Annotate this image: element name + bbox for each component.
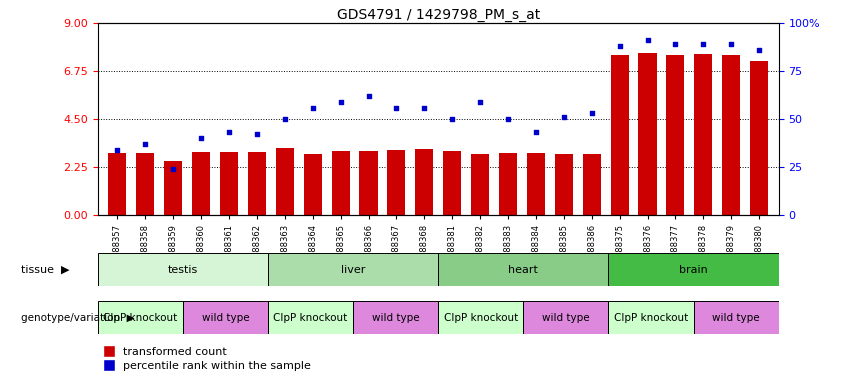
Bar: [164, 161, 182, 215]
Bar: [387, 150, 405, 215]
Bar: [220, 152, 238, 215]
Bar: [136, 153, 154, 215]
Text: brain: brain: [679, 265, 708, 275]
Bar: [610, 55, 629, 215]
Text: ClpP knockout: ClpP knockout: [273, 313, 348, 323]
Legend: transformed count, percentile rank within the sample: transformed count, percentile rank withi…: [104, 347, 311, 371]
Point: [473, 99, 487, 105]
Bar: [98, 301, 183, 334]
Bar: [276, 148, 294, 215]
Bar: [608, 301, 694, 334]
Point: [501, 116, 515, 122]
Bar: [555, 154, 573, 215]
Text: genotype/variation  ▶: genotype/variation ▶: [21, 313, 135, 323]
Bar: [98, 253, 268, 286]
Point: [752, 47, 766, 53]
Title: GDS4791 / 1429798_PM_s_at: GDS4791 / 1429798_PM_s_at: [337, 8, 540, 22]
Point: [613, 43, 626, 49]
Bar: [415, 149, 433, 215]
Point: [557, 114, 571, 120]
Bar: [438, 301, 523, 334]
Bar: [268, 253, 438, 286]
Text: wild type: wild type: [372, 313, 420, 323]
Point: [669, 41, 683, 47]
Text: ClpP knockout: ClpP knockout: [103, 313, 178, 323]
Bar: [268, 301, 353, 334]
Point: [222, 129, 236, 136]
Bar: [471, 154, 489, 215]
Point: [696, 41, 710, 47]
Bar: [527, 153, 545, 215]
Bar: [523, 301, 608, 334]
Bar: [583, 154, 601, 215]
Point: [250, 131, 264, 137]
Text: liver: liver: [341, 265, 365, 275]
Point: [641, 37, 654, 43]
Text: ClpP knockout: ClpP knockout: [443, 313, 518, 323]
Point: [194, 135, 208, 141]
Bar: [108, 153, 127, 215]
Point: [445, 116, 459, 122]
Bar: [443, 151, 461, 215]
Point: [390, 104, 403, 111]
Point: [139, 141, 152, 147]
Bar: [694, 54, 712, 215]
Bar: [694, 301, 779, 334]
Point: [167, 166, 180, 172]
Point: [529, 129, 543, 136]
Bar: [192, 152, 210, 215]
Text: wild type: wild type: [712, 313, 760, 323]
Text: tissue  ▶: tissue ▶: [21, 265, 70, 275]
Point: [418, 104, 431, 111]
Bar: [438, 253, 608, 286]
Bar: [359, 151, 378, 215]
Bar: [608, 253, 779, 286]
Text: testis: testis: [168, 265, 198, 275]
Point: [111, 147, 124, 153]
Bar: [248, 152, 266, 215]
Text: wild type: wild type: [202, 313, 249, 323]
Text: ClpP knockout: ClpP knockout: [614, 313, 688, 323]
Bar: [183, 301, 268, 334]
Point: [724, 41, 738, 47]
Bar: [638, 53, 657, 215]
Bar: [332, 151, 350, 215]
Text: heart: heart: [508, 265, 539, 275]
Bar: [722, 55, 740, 215]
Text: wild type: wild type: [542, 313, 590, 323]
Bar: [353, 301, 438, 334]
Point: [278, 116, 292, 122]
Point: [334, 99, 347, 105]
Point: [585, 110, 598, 116]
Bar: [304, 154, 322, 215]
Point: [362, 93, 375, 99]
Point: [306, 104, 319, 111]
Bar: [750, 61, 768, 215]
Bar: [666, 55, 684, 215]
Bar: [499, 153, 517, 215]
